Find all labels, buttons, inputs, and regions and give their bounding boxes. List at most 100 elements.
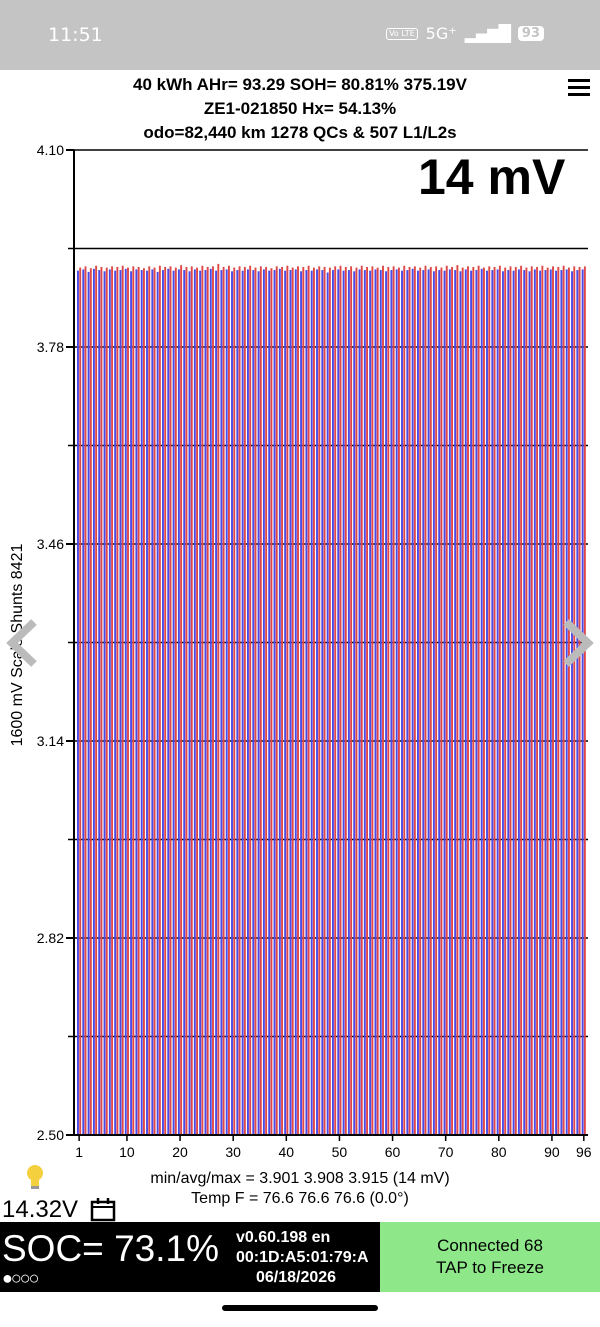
bar-cell-32-red [243, 266, 246, 1135]
bulb-icon[interactable] [24, 1163, 46, 1193]
volte-icon: Vo LTE [386, 27, 418, 40]
bar-cell-64-blue [411, 268, 414, 1135]
bar-cell-4-blue [92, 268, 95, 1135]
nav-handle[interactable] [222, 1305, 378, 1311]
bar-cell-85-red [525, 267, 528, 1136]
bar-cell-8-red [116, 266, 119, 1135]
chevron-right-icon[interactable] [560, 618, 596, 668]
bar-cell-53-blue [353, 271, 356, 1135]
header-line-2: ZE1-021850 Hx= 54.13% [203, 99, 397, 118]
bar-cell-67-red [429, 266, 432, 1135]
bar-cell-47-blue [321, 270, 324, 1135]
aux-battery-voltage: 14.32V [2, 1196, 79, 1223]
bar-cell-27-red [217, 263, 220, 1135]
bar-cell-69-blue [438, 270, 441, 1135]
bar-cell-50-blue [337, 269, 340, 1135]
chevron-left-icon[interactable] [4, 618, 40, 668]
date-label: 06/18/2026 [256, 1269, 337, 1286]
bar-cell-84-blue [517, 269, 520, 1135]
bar-cell-11-blue [130, 271, 133, 1135]
bar-cell-57-red [376, 267, 379, 1136]
bar-cell-65-red [419, 267, 422, 1136]
bar-cell-43-red [302, 266, 305, 1135]
bar-cell-82-blue [507, 270, 510, 1135]
bar-cell-18-blue [167, 268, 170, 1135]
bar-cell-15-blue [151, 269, 154, 1135]
bar-cell-59-blue [385, 271, 388, 1135]
bar-cell-76-red [477, 265, 480, 1135]
bar-cell-77-blue [480, 268, 483, 1135]
version-label: v0.60.198 en [236, 1229, 331, 1246]
bar-cell-35-blue [257, 271, 260, 1135]
bar-cell-75-blue [470, 270, 473, 1136]
bar-cell-76-blue [475, 270, 478, 1135]
bar-cell-59-red [387, 266, 390, 1135]
bar-cell-9-red [121, 265, 124, 1135]
bar-cell-62-red [403, 265, 406, 1135]
bar-cell-43-blue [300, 271, 303, 1135]
bar-cell-1-blue [77, 270, 79, 1136]
bar-cell-17-red [164, 266, 167, 1135]
bar-cell-51-red [344, 266, 347, 1135]
bar-cell-15-red [153, 267, 156, 1136]
status-time: 11:51 [48, 24, 103, 46]
soc-readout: SOC= 73.1% [2, 1228, 219, 1269]
bar-cell-31-blue [236, 270, 239, 1135]
bar-cell-23-blue [193, 269, 196, 1135]
calendar-icon[interactable] [90, 1198, 116, 1222]
bar-cell-14-red [148, 266, 151, 1135]
y-tick-label: 2.50 [37, 1127, 64, 1143]
bar-cell-7-red [111, 266, 114, 1135]
bar-cell-93-blue [565, 269, 568, 1135]
bar-cell-74-red [467, 266, 469, 1135]
network-label: 5G⁺ [425, 24, 457, 43]
bar-cell-12-red [137, 266, 140, 1135]
bar-cell-39-red [281, 266, 284, 1135]
cell-voltage-chart[interactable]: 4.10 3.78 3.46 3.14 2.82 2.50 1 10 20 30 40 50 60 70 8… [0, 140, 600, 1170]
bar-cell-31-red [238, 266, 241, 1135]
bar-cell-13-blue [140, 270, 143, 1135]
bar-cell-10-blue [124, 268, 127, 1135]
bar-cell-56-red [371, 266, 374, 1135]
menu-icon[interactable] [568, 79, 590, 100]
bar-cell-70-blue [443, 270, 446, 1136]
bar-cell-85-blue [523, 270, 526, 1135]
bar-cell-35-red [259, 266, 262, 1135]
bar-cell-22-blue [188, 271, 191, 1135]
bar-cell-34-blue [252, 270, 255, 1135]
bar-cell-72-red [456, 265, 459, 1135]
bar-cell-84-red [520, 265, 523, 1135]
x-tick-label: 40 [279, 1144, 295, 1160]
y-tick-label: 3.78 [37, 339, 64, 355]
bar-cell-83-red [514, 266, 517, 1135]
bar-cell-34-red [254, 267, 257, 1136]
bar-cell-57-blue [374, 269, 377, 1135]
bar-cell-48-red [328, 267, 331, 1136]
bar-cell-12-blue [135, 269, 138, 1135]
connect-freeze-button[interactable]: Connected 68 TAP to Freeze [380, 1222, 600, 1292]
bar-cell-54-blue [358, 269, 361, 1135]
x-tick-label: 70 [438, 1144, 454, 1160]
bar-cell-91-blue [555, 270, 558, 1136]
bar-cell-46-blue [316, 269, 318, 1135]
bar-cell-37-red [270, 268, 273, 1135]
bar-cell-13-red [142, 268, 145, 1135]
bar-cell-53-red [355, 267, 358, 1136]
bar-cell-55-blue [363, 270, 366, 1135]
bar-cell-95-red [578, 266, 581, 1135]
x-tick-label: 96 [576, 1144, 592, 1160]
bar-cell-16-blue [156, 271, 159, 1135]
y-tick-label: 4.10 [37, 142, 64, 158]
bar-cell-94-red [573, 266, 576, 1135]
bar-cell-61-red [397, 267, 400, 1136]
bar-cell-90-blue [549, 269, 552, 1135]
bar-cell-83-blue [512, 270, 515, 1136]
bar-cell-62-blue [401, 270, 403, 1136]
bar-cell-71-red [451, 266, 454, 1135]
bar-cell-24-red [201, 265, 204, 1135]
bar-cell-63-red [408, 266, 411, 1135]
bar-cell-40-blue [284, 270, 287, 1136]
bar-cell-36-red [265, 266, 268, 1135]
bar-cell-66-red [424, 265, 427, 1135]
bar-cell-33-blue [247, 269, 249, 1135]
